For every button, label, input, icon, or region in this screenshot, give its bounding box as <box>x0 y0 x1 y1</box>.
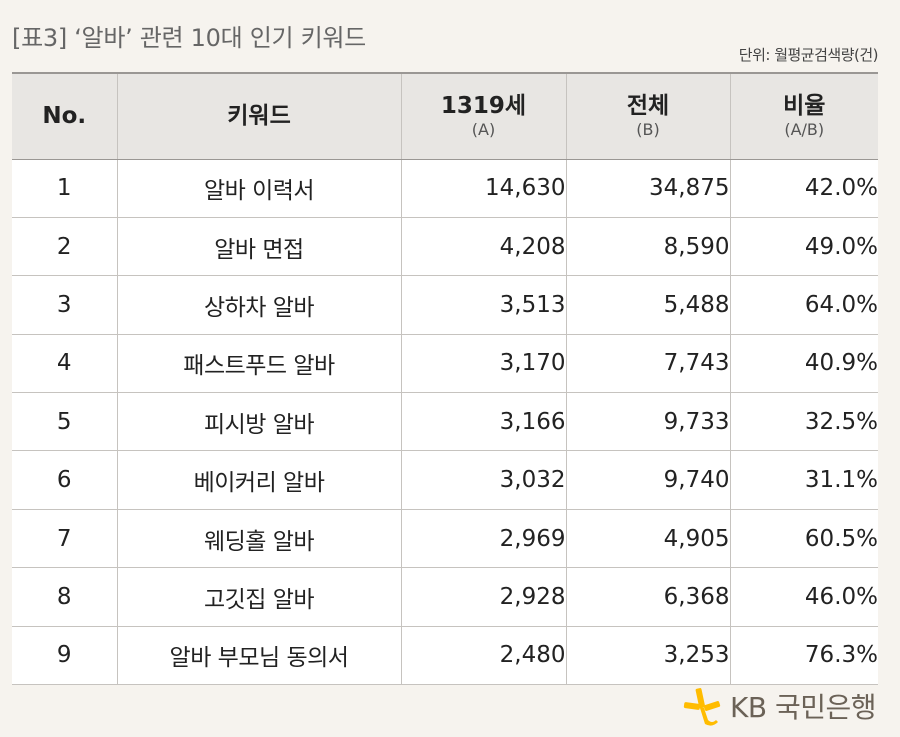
cell-teen: 2,928 <box>400 567 566 627</box>
cell-keyword: 웨딩홀 알바 <box>116 509 401 569</box>
header-total: 전체 (B) <box>565 72 730 160</box>
kb-logo: KB 국민은행 <box>682 686 877 726</box>
cell-ratio: 64.0% <box>729 275 878 335</box>
cell-teen: 3,513 <box>400 275 566 335</box>
cell-keyword: 베이커리 알바 <box>116 450 401 510</box>
header-keyword-label: 키워드 <box>227 103 291 130</box>
cell-keyword: 알바 부모님 동의서 <box>116 626 401 686</box>
cell-ratio: 42.0% <box>729 159 878 218</box>
header-teen: 1319세 (A) <box>400 72 566 160</box>
header-row: No. 키워드 1319세 (A) 전체 (B) 비율 (A/B) <box>12 72 878 160</box>
cell-teen: 3,166 <box>400 392 566 452</box>
cell-keyword: 피시방 알바 <box>116 392 401 452</box>
header-no-label: No. <box>42 103 87 130</box>
cell-total: 3,253 <box>565 626 730 686</box>
cell-no: 4 <box>12 334 117 394</box>
cell-keyword: 상하차 알바 <box>116 275 401 335</box>
cell-no: 2 <box>12 217 117 277</box>
cell-no: 7 <box>12 509 117 569</box>
header-keyword: 키워드 <box>116 72 401 160</box>
cell-teen: 14,630 <box>400 159 566 218</box>
cell-ratio: 31.1% <box>729 450 878 510</box>
cell-total: 6,368 <box>565 567 730 627</box>
cell-ratio: 46.0% <box>729 567 878 627</box>
cell-total: 4,905 <box>565 509 730 569</box>
cell-ratio: 49.0% <box>729 217 878 277</box>
table-row: 9 알바 부모님 동의서 2,480 3,253 76.3% <box>12 626 878 686</box>
table-row: 6 베이커리 알바 3,032 9,740 31.1% <box>12 450 878 510</box>
cell-keyword: 패스트푸드 알바 <box>116 334 401 394</box>
table-row: 8 고깃집 알바 2,928 6,368 46.0% <box>12 567 878 627</box>
header-total-label: 전체 <box>626 92 670 119</box>
cell-ratio: 32.5% <box>729 392 878 452</box>
table-row: 7 웨딩홀 알바 2,969 4,905 60.5% <box>12 509 878 569</box>
cell-no: 9 <box>12 626 117 686</box>
cell-keyword: 고깃집 알바 <box>116 567 401 627</box>
table-row: 1 알바 이력서 14,630 34,875 42.0% <box>12 159 878 218</box>
cell-total: 5,488 <box>565 275 730 335</box>
table-row: 2 알바 면접 4,208 8,590 49.0% <box>12 217 878 277</box>
cell-keyword: 알바 이력서 <box>116 159 401 218</box>
cell-teen: 3,170 <box>400 334 566 394</box>
header-total-sub: (B) <box>636 120 660 140</box>
table-row: 3 상하차 알바 3,513 5,488 64.0% <box>12 275 878 335</box>
header-no: No. <box>12 72 117 160</box>
header-ratio-label: 비율 <box>783 92 826 119</box>
header-ratio: 비율 (A/B) <box>729 72 878 160</box>
cell-keyword: 알바 면접 <box>116 217 401 277</box>
cell-total: 8,590 <box>565 217 730 277</box>
cell-teen: 2,969 <box>400 509 566 569</box>
cell-ratio: 76.3% <box>729 626 878 686</box>
kb-star-icon <box>683 688 721 726</box>
cell-total: 34,875 <box>565 159 730 218</box>
cell-total: 7,743 <box>565 334 730 394</box>
cell-total: 9,740 <box>565 450 730 510</box>
cell-no: 5 <box>12 392 117 452</box>
kb-logo-text: KB 국민은행 <box>729 691 877 724</box>
cell-total: 9,733 <box>565 392 730 452</box>
cell-ratio: 60.5% <box>729 509 878 569</box>
cell-no: 6 <box>12 450 117 510</box>
header-teen-sub: (A) <box>471 120 496 140</box>
cell-teen: 2,480 <box>400 626 566 686</box>
cell-ratio: 40.9% <box>729 334 878 394</box>
cell-teen: 4,208 <box>400 217 566 277</box>
cell-no: 8 <box>12 567 117 627</box>
table-row: 4 패스트푸드 알바 3,170 7,743 40.9% <box>12 334 878 394</box>
cell-teen: 3,032 <box>400 450 566 510</box>
header-teen-label: 1319세 <box>440 92 527 119</box>
header-ratio-sub: (A/B) <box>784 120 825 140</box>
table-row: 5 피시방 알바 3,166 9,733 32.5% <box>12 392 878 452</box>
table-title: [표3] ‘알바’ 관련 10대 인기 키워드 <box>12 24 366 52</box>
unit-note: 단위: 월평균검색량(건) <box>738 46 879 64</box>
cell-no: 1 <box>12 159 117 218</box>
cell-no: 3 <box>12 275 117 335</box>
keyword-table: No. 키워드 1319세 (A) 전체 (B) 비율 (A/B) 1 알바 이… <box>12 72 878 686</box>
